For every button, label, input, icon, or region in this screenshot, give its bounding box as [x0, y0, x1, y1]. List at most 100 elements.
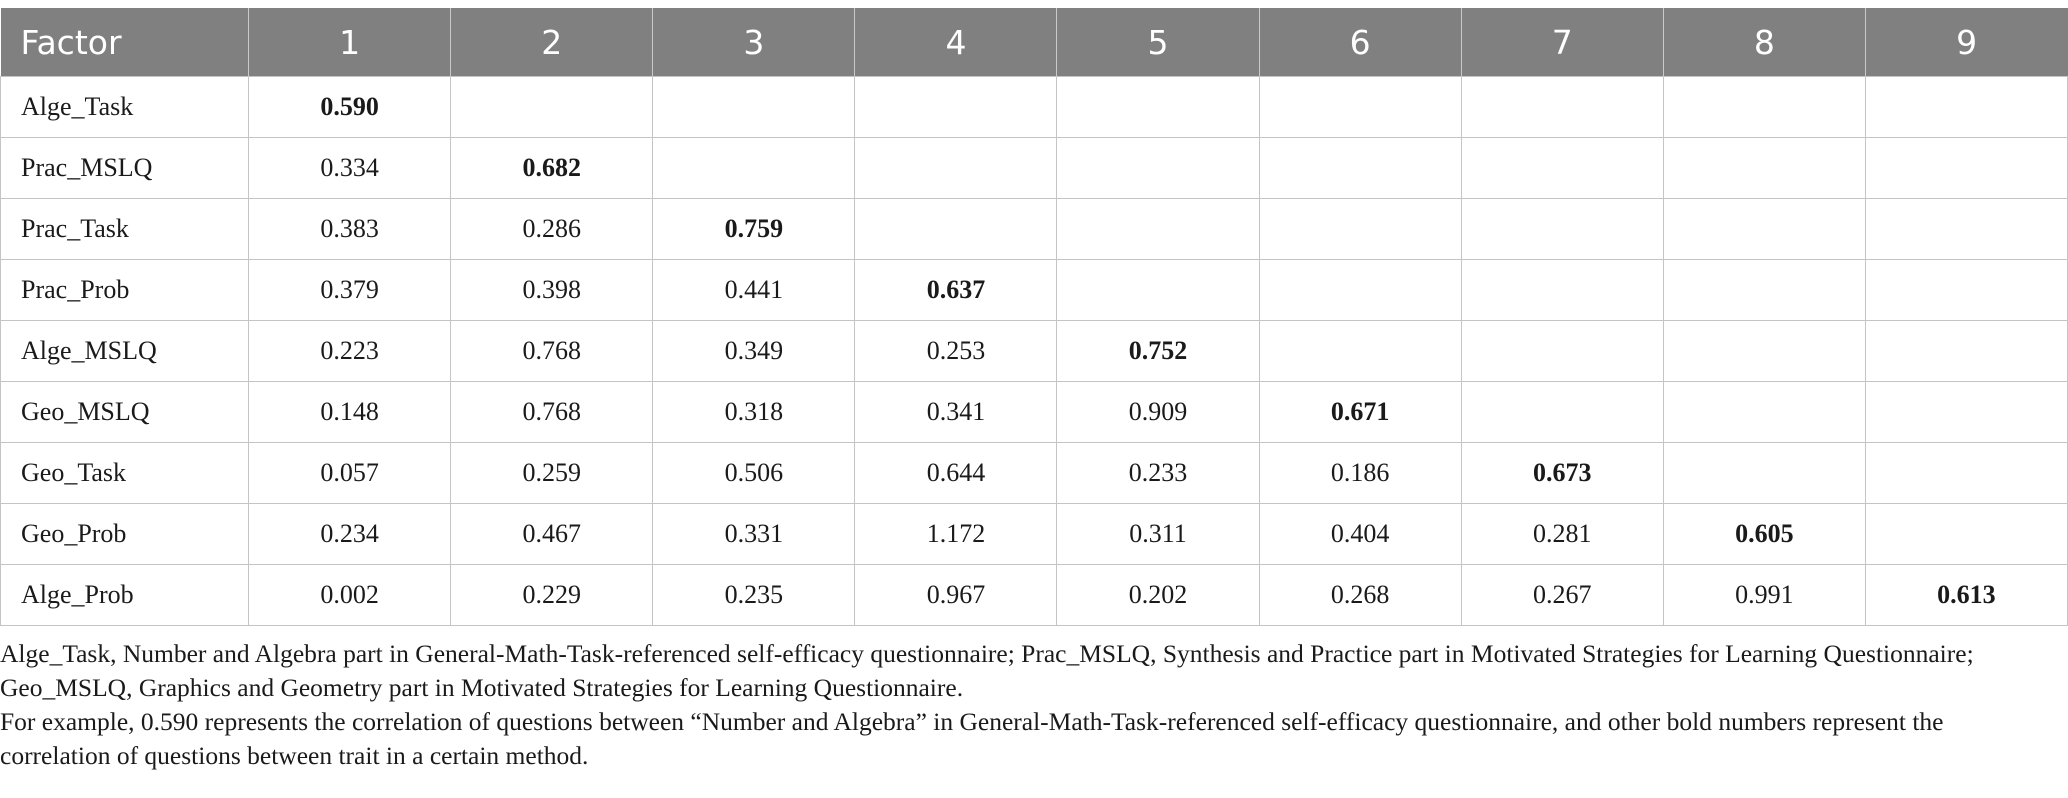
- value-cell: 0.234: [248, 503, 452, 565]
- row-factor-label: Prac_MSLQ: [0, 137, 250, 199]
- value-cell: [1864, 137, 2068, 199]
- value-cell: [1864, 198, 2068, 260]
- value-cell: 0.398: [450, 259, 654, 321]
- diagonal-value-cell: 0.682: [450, 137, 654, 199]
- value-cell: [1056, 76, 1260, 138]
- value-cell: [1864, 381, 2068, 443]
- correlation-table: Factor 1 2 3 4 5 6 7 8 9 Alge_Task 0.590 P…: [0, 8, 2068, 626]
- value-cell: [1460, 381, 1664, 443]
- value-cell: 0.991: [1662, 564, 1866, 626]
- diagonal-value-cell: 0.590: [248, 76, 452, 138]
- value-cell: [652, 137, 856, 199]
- row-factor-label: Prac_Task: [0, 198, 250, 260]
- diagonal-value-cell: 0.673: [1460, 442, 1664, 504]
- value-cell: [1864, 320, 2068, 382]
- header-col-1: 1: [248, 8, 451, 77]
- value-cell: 0.186: [1258, 442, 1462, 504]
- header-col-5: 5: [1056, 8, 1260, 77]
- value-cell: [1662, 259, 1866, 321]
- value-cell: 0.223: [248, 320, 452, 382]
- diagonal-value-cell: 0.759: [652, 198, 856, 260]
- value-cell: [1460, 198, 1664, 260]
- value-cell: [1258, 137, 1462, 199]
- value-cell: 0.281: [1460, 503, 1664, 565]
- value-cell: [1662, 137, 1866, 199]
- table-row: Prac_Task 0.383 0.286 0.759: [0, 198, 2068, 260]
- value-cell: 0.235: [652, 564, 856, 626]
- diagonal-value-cell: 0.637: [854, 259, 1058, 321]
- value-cell: 0.768: [450, 381, 654, 443]
- value-cell: [1460, 259, 1664, 321]
- value-cell: 0.383: [248, 198, 452, 260]
- value-cell: [1258, 76, 1462, 138]
- table-header-row: Factor 1 2 3 4 5 6 7 8 9: [0, 8, 2068, 77]
- value-cell: [1056, 137, 1260, 199]
- value-cell: 0.311: [1056, 503, 1260, 565]
- value-cell: 0.259: [450, 442, 654, 504]
- value-cell: 0.768: [450, 320, 654, 382]
- correlation-table-container: Factor 1 2 3 4 5 6 7 8 9 Alge_Task 0.590 P…: [0, 8, 2068, 626]
- value-cell: 0.253: [854, 320, 1058, 382]
- value-cell: [1258, 198, 1462, 260]
- value-cell: [652, 76, 856, 138]
- footnote-example: For example, 0.590 represents the correl…: [0, 707, 1944, 770]
- value-cell: [1460, 320, 1664, 382]
- value-cell: [1662, 76, 1866, 138]
- value-cell: 0.644: [854, 442, 1058, 504]
- value-cell: [1864, 503, 2068, 565]
- row-factor-label: Geo_MSLQ: [0, 381, 250, 443]
- row-factor-label: Prac_Prob: [0, 259, 250, 321]
- value-cell: [1258, 320, 1462, 382]
- table-row: Geo_Prob 0.234 0.467 0.331 1.172 0.311 0.404 0.…: [0, 503, 2068, 565]
- header-col-2: 2: [450, 8, 653, 77]
- value-cell: 0.967: [854, 564, 1058, 626]
- value-cell: [1460, 137, 1664, 199]
- value-cell: 1.172: [854, 503, 1058, 565]
- header-col-6: 6: [1258, 8, 1462, 77]
- header-factor: Factor: [0, 8, 249, 77]
- value-cell: [1056, 259, 1260, 321]
- value-cell: [450, 76, 654, 138]
- value-cell: 0.909: [1056, 381, 1260, 443]
- value-cell: 0.002: [248, 564, 452, 626]
- table-row: Prac_MSLQ 0.334 0.682: [0, 137, 2068, 199]
- value-cell: [1662, 381, 1866, 443]
- value-cell: 0.148: [248, 381, 452, 443]
- value-cell: [1662, 320, 1866, 382]
- value-cell: 0.341: [854, 381, 1058, 443]
- value-cell: 0.331: [652, 503, 856, 565]
- header-col-3: 3: [652, 8, 855, 77]
- value-cell: [1258, 259, 1462, 321]
- diagonal-value-cell: 0.613: [1864, 564, 2068, 626]
- value-cell: [1864, 76, 2068, 138]
- table-row: Alge_Task 0.590: [0, 76, 2068, 138]
- footnote-abbreviations: Alge_Task, Number and Algebra part in Ge…: [0, 639, 1974, 702]
- header-col-9: 9: [1864, 8, 2068, 77]
- value-cell: 0.233: [1056, 442, 1260, 504]
- value-cell: [1056, 198, 1260, 260]
- table-row: Geo_Task 0.057 0.259 0.506 0.644 0.233 0.186 0.…: [0, 442, 2068, 504]
- value-cell: [1864, 259, 2068, 321]
- value-cell: [854, 76, 1058, 138]
- table-row: Alge_MSLQ 0.223 0.768 0.349 0.253 0.752: [0, 320, 2068, 382]
- table-row: Geo_MSLQ 0.148 0.768 0.318 0.341 0.909 0.671: [0, 381, 2068, 443]
- value-cell: [1662, 198, 1866, 260]
- value-cell: 0.318: [652, 381, 856, 443]
- row-factor-label: Alge_Prob: [0, 564, 250, 626]
- value-cell: 0.334: [248, 137, 452, 199]
- row-factor-label: Geo_Task: [0, 442, 250, 504]
- value-cell: [1662, 442, 1866, 504]
- row-factor-label: Geo_Prob: [0, 503, 250, 565]
- value-cell: 0.202: [1056, 564, 1260, 626]
- header-col-7: 7: [1460, 8, 1664, 77]
- value-cell: [854, 198, 1058, 260]
- value-cell: 0.506: [652, 442, 856, 504]
- value-cell: 0.379: [248, 259, 452, 321]
- value-cell: 0.057: [248, 442, 452, 504]
- row-factor-label: Alge_MSLQ: [0, 320, 250, 382]
- value-cell: [1460, 76, 1664, 138]
- header-col-8: 8: [1662, 8, 1866, 77]
- table-row: Alge_Prob 0.002 0.229 0.235 0.967 0.202 0.268 0…: [0, 564, 2068, 626]
- value-cell: 0.404: [1258, 503, 1462, 565]
- value-cell: [1864, 442, 2068, 504]
